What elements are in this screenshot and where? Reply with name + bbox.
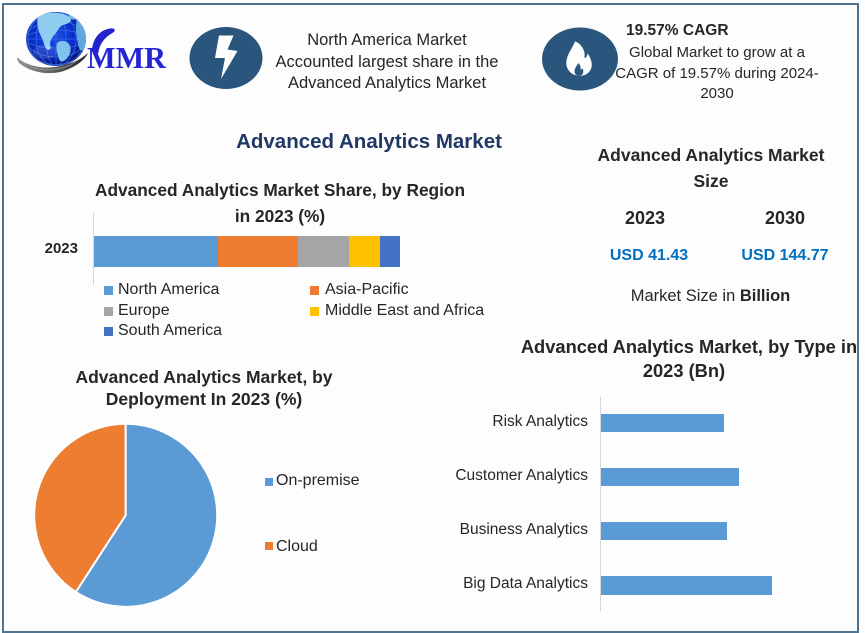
svg-text:MMR: MMR <box>87 40 167 75</box>
